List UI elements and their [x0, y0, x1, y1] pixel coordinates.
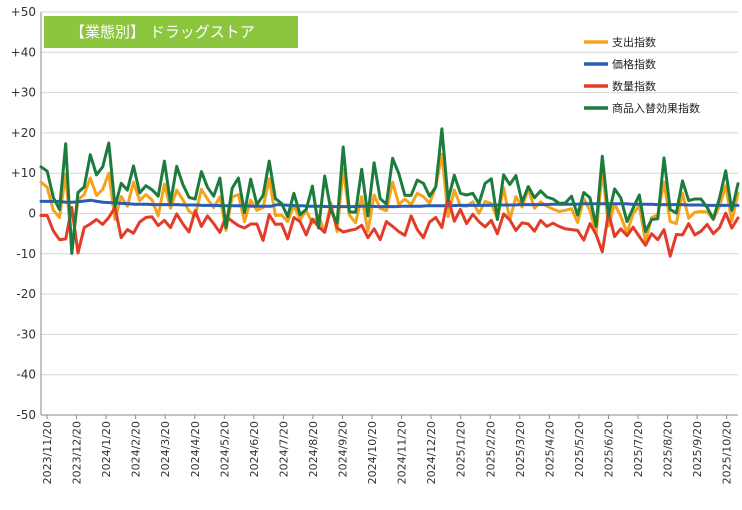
y-tick-label: 0: [28, 207, 36, 221]
x-tick-label: 2025/10/20: [721, 421, 734, 484]
legend-label: 数量指数: [612, 79, 656, 93]
legend-label: 商品入替効果指数: [612, 101, 700, 115]
series-lines: [39, 127, 740, 258]
series-line-3: [39, 127, 740, 255]
legend-label: 価格指数: [612, 57, 656, 71]
x-tick-label: 2025/5/20: [573, 421, 586, 477]
x-tick-label: 2025/4/20: [543, 421, 556, 477]
x-tick-label: 2025/8/20: [662, 421, 675, 477]
x-tick-label: 2024/10/20: [366, 421, 379, 484]
y-tick-label: -10: [16, 247, 36, 261]
x-tick-label: 2024/9/20: [337, 421, 350, 477]
x-tick-label: 2025/1/20: [455, 421, 468, 477]
y-tick-label: +20: [11, 126, 36, 140]
x-tick-label: 2024/4/20: [189, 421, 202, 477]
x-tick-label: 2025/7/20: [632, 421, 645, 477]
y-tick-label: -20: [16, 287, 36, 301]
x-tick-label: 2024/11/20: [396, 421, 409, 484]
x-tick-label: 2024/2/20: [130, 421, 143, 477]
series-line-2: [39, 195, 740, 258]
series-line-0: [39, 152, 740, 253]
x-tick-label: 2024/12/20: [425, 421, 438, 484]
legend-label: 支出指数: [612, 35, 656, 49]
y-tick-label: -40: [16, 368, 36, 382]
y-tick-label: -50: [16, 408, 36, 422]
x-tick-label: 2024/8/20: [307, 421, 320, 477]
x-tick-label: 2024/5/20: [218, 421, 231, 477]
y-tick-label: -30: [16, 327, 36, 341]
x-tick-label: 2023/12/20: [71, 421, 84, 484]
y-axis-ticks: +50 +40 +30 +20 +10 0 -10 -20 -30 -40 -50: [11, 5, 36, 422]
x-tick-label: 2025/6/20: [602, 421, 615, 477]
x-tick-label: 2024/3/20: [159, 421, 172, 477]
x-tick-label: 2025/3/20: [514, 421, 527, 477]
x-tick-label: 2025/9/20: [691, 421, 704, 477]
y-tick-label: +10: [11, 166, 36, 180]
x-tick-label: 2024/7/20: [277, 421, 290, 477]
x-tick-label: 2024/1/20: [100, 421, 113, 477]
y-tick-label: +50: [11, 5, 36, 19]
x-tick-label: 2023/11/20: [41, 421, 54, 484]
x-tick-label: 2025/2/20: [484, 421, 497, 477]
y-tick-label: +30: [11, 86, 36, 100]
chart-title: 【業態別】 ドラッグストア: [44, 16, 298, 48]
x-tick-label: 2024/6/20: [248, 421, 261, 477]
x-axis-ticks: 2023/11/20 2023/12/20 2024/1/20 2024/2/20 20…: [41, 415, 734, 484]
y-tick-label: +40: [11, 45, 36, 59]
